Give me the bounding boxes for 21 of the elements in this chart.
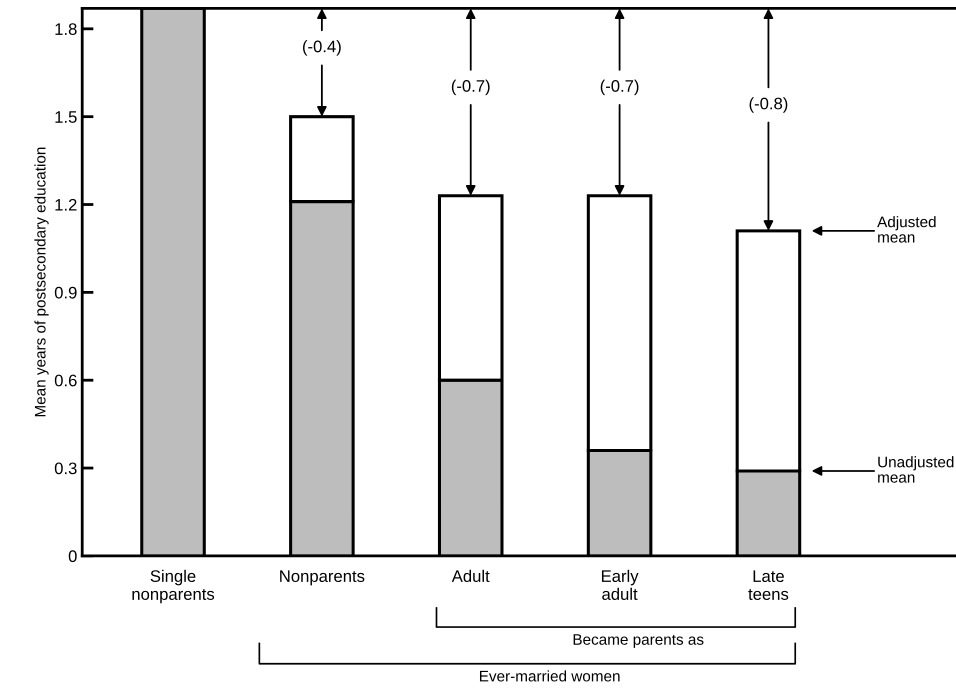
x-tick-label: Early adult [602,570,639,600]
y-tick-label: 0.9 [54,286,77,299]
y-tick-label: 0.6 [54,374,77,386]
y-tick-label: 0.3 [54,462,77,474]
x-tick-label: Nonparents [280,570,364,586]
legend-label: Unadjusted mean [878,456,954,483]
y-tick-label: 0 [68,550,77,562]
y-tick-label: 1.8 [55,23,77,36]
annotation: (-0.7) [452,80,490,96]
x-tick-label: Late teens [748,570,788,600]
x-tick-label: Adult [452,570,490,582]
y-tick-label: 1.5 [55,111,77,123]
annotation: (-0.4) [303,40,341,56]
legend-label: Adjusted mean [877,216,936,243]
annotation: (-0.7) [600,80,638,96]
y-tick-label: 1.2 [55,198,77,211]
annotation: (-0.8) [750,97,788,113]
text: Became parents as [574,634,704,648]
y-axis-title: Mean years of postsecondary education [34,148,49,416]
x-tick-label: Single nonparents [132,570,214,604]
text: Ever-married women [480,670,620,682]
